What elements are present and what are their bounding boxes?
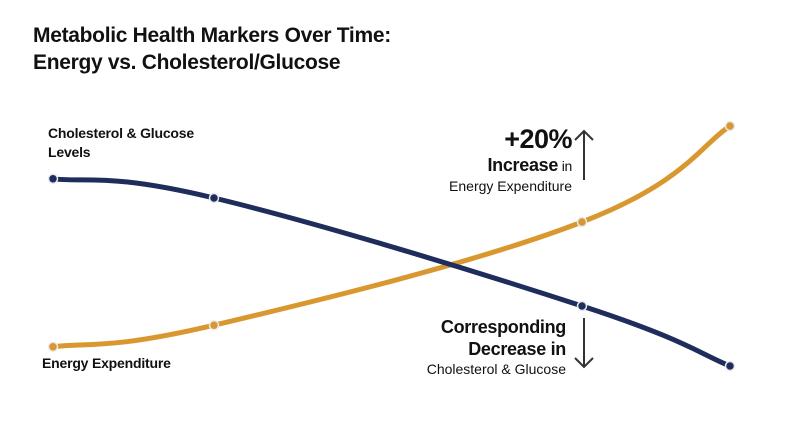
energy-data-point: [724, 120, 736, 132]
chart-title-line-2: Energy vs. Cholesterol/Glucose: [33, 51, 341, 74]
chart-title: Metabolic Health Markers Over Time: Ener…: [33, 22, 391, 76]
increase-word: Increase: [487, 155, 559, 175]
decrease-line-2: Decrease in: [468, 339, 566, 359]
energy-data-point: [576, 216, 588, 228]
decrease-subtitle: Cholesterol & Glucose: [426, 361, 566, 377]
cholesterol-series-label: Cholesterol & Glucose Levels: [48, 125, 194, 160]
increase-in: in: [558, 158, 573, 174]
cholesterol-data-point: [47, 173, 59, 185]
energy-data-point: [47, 341, 59, 353]
arrow-down-icon: [574, 318, 594, 369]
energy-series-line: [50, 123, 733, 350]
increase-subtitle: Energy Expenditure: [449, 178, 572, 194]
decrease-annotation: Corresponding Decrease in Cholesterol & …: [426, 316, 567, 378]
cholesterol-data-point: [724, 360, 736, 372]
increase-value: +20%: [504, 124, 572, 154]
decrease-line-1: Corresponding: [440, 317, 566, 337]
energy-series-label: Energy Expenditure: [42, 355, 171, 371]
energy-data-point: [208, 319, 220, 331]
increase-annotation: +20% Increase in Energy Expenditure: [449, 124, 572, 195]
cholesterol-data-point: [208, 192, 220, 204]
arrow-up-icon: [574, 129, 594, 180]
cholesterol-data-point: [576, 300, 588, 312]
chart-title-line-1: Metabolic Health Markers Over Time:: [33, 24, 391, 47]
cholesterol-series-line: [50, 176, 733, 369]
